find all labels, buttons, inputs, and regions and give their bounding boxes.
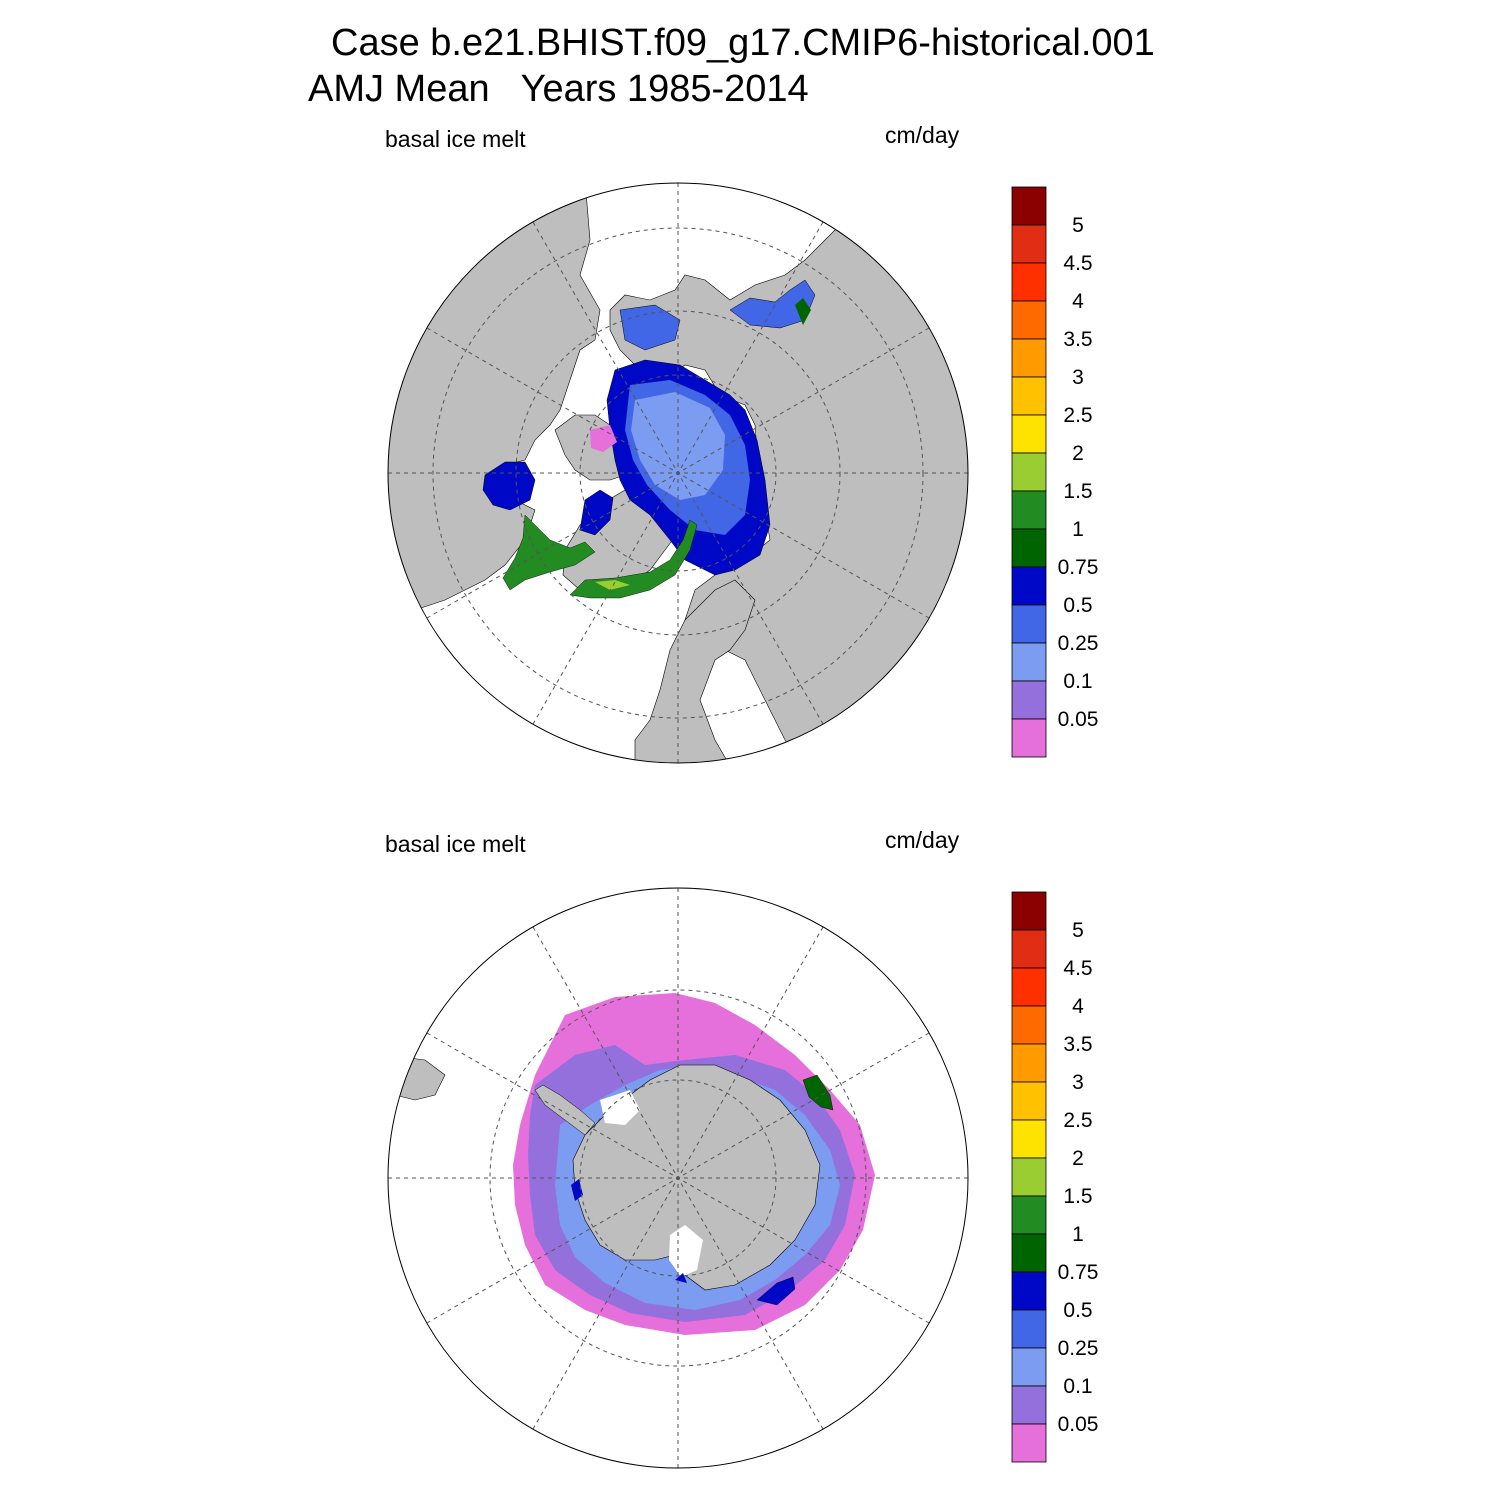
colorbar-tick-label: 2 (1072, 442, 1084, 465)
colorbar-tick-label: 3.5 (1063, 1033, 1092, 1056)
colorbar-tick-label: 0.1 (1063, 670, 1092, 693)
colorbar-swatch (1011, 186, 1047, 226)
colorbar-swatch (1011, 680, 1047, 720)
weddell-gap (600, 1090, 640, 1125)
colorbar-tick-label: 0.5 (1063, 1299, 1092, 1322)
colorbar-swatch (1011, 1043, 1047, 1083)
colorbar-tick-label: 4 (1072, 995, 1084, 1018)
bellingshausen-melt (756, 1276, 796, 1306)
colorbar-swatch (1011, 1233, 1047, 1273)
colorbar-tick-label: 4.5 (1063, 252, 1092, 275)
arctic-map (387, 182, 969, 764)
amundsen-melt (571, 1179, 583, 1201)
colorbar-tick-label: 1 (1072, 1223, 1084, 1246)
colorbar-swatch (1011, 452, 1047, 492)
colorbar-swatch (1011, 490, 1047, 530)
colorbar-tick-label: 1.5 (1063, 1185, 1092, 1208)
colorbar-swatch (1011, 1081, 1047, 1121)
colorbar-swatch (1011, 604, 1047, 644)
colorbar-tick-label: 3 (1072, 1071, 1084, 1094)
colorbar-swatch (1011, 1271, 1047, 1311)
colorbar-tick-label: 0.05 (1058, 1413, 1099, 1436)
colorbar-tick-label: 0.05 (1058, 708, 1099, 731)
colorbar-tick-label: 2.5 (1063, 404, 1092, 427)
colorbar-swatch (1011, 300, 1047, 340)
south-colorbar: 5 4.5 4 3.5 3 2.5 2 1.5 1 0.75 0.5 0.25 0.1 0.05 (1011, 891, 1099, 1463)
colorbar-tick-label: 1.5 (1063, 480, 1092, 503)
bering-ice (619, 304, 681, 351)
colorbar-tick-label: 0.75 (1058, 556, 1099, 579)
south-variable-label: basal ice melt (385, 831, 526, 857)
colorbar-swatch (1011, 718, 1047, 758)
colorbar-swatch (1011, 1119, 1047, 1159)
colorbar-tick-label: 2.5 (1063, 1109, 1092, 1132)
colorbar-tick-label: 5 (1072, 919, 1084, 942)
colorbar-swatch (1011, 224, 1047, 264)
colorbar-tick-label: 0.1 (1063, 1375, 1092, 1398)
colorbar-swatch (1011, 338, 1047, 378)
colorbar-tick-label: 4 (1072, 290, 1084, 313)
colorbar-tick-label: 0.25 (1058, 632, 1099, 655)
colorbar-swatch (1011, 1195, 1047, 1235)
colorbar-tick-label: 1 (1072, 518, 1084, 541)
colorbar-tick-label: 0.5 (1063, 594, 1092, 617)
okhotsk-ice (729, 279, 816, 329)
east-greenland-melt-band (569, 519, 698, 599)
colorbar-tick-label: 0.75 (1058, 1261, 1099, 1284)
colorbar-swatch (1011, 1385, 1047, 1425)
antarctic-map-border (387, 887, 969, 1469)
north-units-label: cm/day (885, 122, 960, 148)
main-title: Case b.e21.BHIST.f09_g17.CMIP6-historica… (331, 22, 1155, 64)
colorbar-tick-label: 2 (1072, 1147, 1084, 1170)
colorbar-swatch (1011, 376, 1047, 416)
archipelago-low-melt (590, 425, 617, 452)
antarctic-map (387, 887, 969, 1469)
arctic-graticule (388, 183, 968, 763)
okhotsk-ice-green (795, 298, 811, 325)
hudson-bay-ice (482, 461, 536, 511)
colorbar-tick-label: 5 (1072, 214, 1084, 237)
colorbar-tick-label: 3.5 (1063, 328, 1092, 351)
colorbar-swatch (1011, 642, 1047, 682)
main-subtitle: AMJ Mean Years 1985-2014 (308, 68, 809, 110)
colorbar-swatch (1011, 528, 1047, 568)
colorbar-swatch (1011, 262, 1047, 302)
antarctic-peninsula (534, 1084, 596, 1136)
colorbar-swatch (1011, 414, 1047, 454)
colorbar-swatch (1011, 1423, 1047, 1463)
colorbar-swatch (1011, 1309, 1047, 1349)
arctic-map-border (387, 182, 969, 764)
colorbar-swatch (1011, 1005, 1047, 1045)
colorbar-tick-label: 4.5 (1063, 957, 1092, 980)
south-units-label: cm/day (885, 827, 960, 853)
colorbar-swatch (1011, 891, 1047, 931)
colorbar-tick-label: 0.25 (1058, 1337, 1099, 1360)
scandinavia-land (634, 579, 756, 763)
colorbar-swatch (1011, 1157, 1047, 1197)
colorbar-swatch (1011, 967, 1047, 1007)
colorbar-tick-label: 3 (1072, 366, 1084, 389)
antarctic-graticule (388, 888, 968, 1468)
east-greenland-yellow (595, 580, 630, 590)
colorbar-swatch (1011, 929, 1047, 969)
north-colorbar: 5 4.5 4 3.5 3 2.5 2 1.5 1 0.75 0.5 0.25 0.1 0.05 (1011, 186, 1099, 758)
north-variable-label: basal ice melt (385, 126, 526, 152)
colorbar-swatch (1011, 1347, 1047, 1387)
colorbar-swatch (1011, 566, 1047, 606)
east-antarctic-melt (802, 1074, 834, 1111)
